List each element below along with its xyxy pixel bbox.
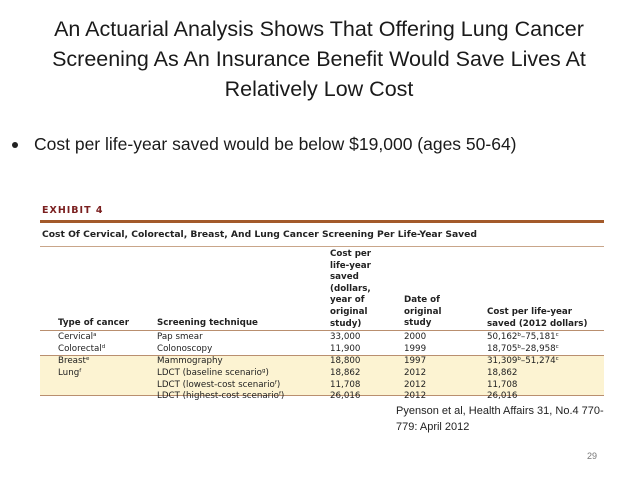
footnote-mark: f: [79, 368, 82, 374]
footnote-mark: b: [517, 356, 521, 362]
cell-cost-2012: 50,162b–75,181c: [487, 332, 559, 342]
header-line: study: [404, 318, 432, 329]
footnote-mark: e: [85, 356, 90, 362]
exhibit-rule: [40, 220, 604, 223]
table-row: Lungf LDCT (baseline scenariog) 18,862 2…: [40, 368, 604, 381]
exhibit-title: Cost Of Cervical, Colorectal, Breast, An…: [42, 229, 477, 240]
header-line: Cost per life-year: [487, 307, 573, 317]
table-row: Breaste Mammography 18,800 1997 31,309b–…: [40, 356, 604, 369]
header-line: original: [404, 306, 442, 317]
cell-date: 1999: [404, 344, 427, 354]
cell-cost: 33,000: [330, 332, 361, 342]
cell-technique: Mammography: [157, 356, 223, 366]
cell-cost: 11,900: [330, 344, 361, 354]
header-cost-2012: Cost per life-year saved (2012 dollars): [487, 307, 587, 330]
table-bottom-rule: [40, 395, 604, 396]
cell-technique: LDCT (baseline scenariog): [157, 368, 269, 378]
slide-title: An Actuarial Analysis Shows That Offerin…: [20, 14, 618, 104]
cell-type: Lungf: [58, 368, 81, 378]
cell-cost: 18,862: [330, 368, 361, 378]
header-line: Date of: [404, 295, 440, 305]
cell-date: 2000: [404, 332, 427, 342]
footnote-mark: b: [517, 332, 521, 338]
footnote-mark: d: [101, 344, 106, 350]
title-line: An Actuarial Analysis Shows That Offerin…: [54, 17, 584, 41]
cell-text: 50,162: [487, 332, 518, 342]
cell-text: LDCT (highest-cost scenario: [157, 391, 279, 401]
footnote-mark: c: [555, 332, 559, 338]
footnote-mark: b: [517, 344, 521, 350]
header-line: original: [330, 306, 368, 317]
cell-cost-2012: 31,309b–51,274c: [487, 356, 559, 366]
header-line: Cost per: [330, 249, 372, 259]
cell-text: 75,181: [525, 332, 556, 342]
cell-text: 18,705: [487, 344, 518, 354]
cell-cost: 11,708: [330, 380, 361, 390]
page-number: 29: [587, 451, 598, 461]
lung-top-rule: [40, 355, 604, 356]
cell-type: Breaste: [58, 356, 89, 366]
cell-cost-2012: 18,705b–28,958c: [487, 344, 559, 354]
cell-text: Lung: [58, 368, 80, 378]
cell-text: 31,309: [487, 356, 518, 366]
cell-type: Cervicala: [58, 332, 96, 342]
header-cost: Cost per life-year saved (dollars, year …: [330, 249, 371, 330]
header-rule: [40, 246, 604, 247]
cell-date: 2012: [404, 368, 427, 378]
cell-date: 2012: [404, 380, 427, 390]
cell-date: 2012: [404, 391, 427, 401]
citation: Pyenson et al, Health Affairs 31, No.4 7…: [396, 405, 604, 433]
cell-text: Breast: [58, 356, 86, 366]
header-line: year of: [330, 295, 365, 306]
cell-technique: Colonoscopy: [157, 344, 213, 354]
table-row: LDCT (lowest-cost scenariof) 11,708 2012…: [40, 380, 604, 393]
header-type: Type of cancer: [58, 318, 129, 328]
exhibit-row-6-layer: LDCT (highest-cost scenariof) 26,016 201…: [40, 201, 604, 401]
cell-text: LDCT (baseline scenario: [157, 368, 262, 378]
cell-text: 51,274: [525, 356, 556, 366]
cell-text: LDCT (lowest-cost scenario: [157, 380, 275, 390]
footnote-mark: g: [261, 368, 266, 374]
cell-text: Cervical: [58, 332, 94, 342]
footnote-mark: f: [278, 391, 281, 397]
table-row: Cervicala Pap smear 33,000 2000 50,162b–…: [40, 332, 604, 345]
cell-text: Colorectal: [58, 344, 102, 354]
cell-date: 1997: [404, 356, 427, 366]
cell-technique: LDCT (highest-cost scenariof): [157, 391, 285, 401]
cell-technique: Pap smear: [157, 332, 203, 342]
header-line: saved: [330, 272, 359, 283]
header-date: Date of original study: [404, 295, 441, 330]
header-line: saved (2012 dollars): [487, 318, 588, 329]
footnote-mark: f: [274, 380, 277, 386]
cell-cost-2012: 11,708: [487, 380, 518, 390]
footnote-mark: c: [555, 344, 559, 350]
exhibit-table-image: EXHIBIT 4 Cost Of Cervical, Colorectal, …: [40, 201, 604, 397]
exhibit-label: EXHIBIT 4: [42, 205, 104, 216]
cell-cost-2012: 26,016: [487, 391, 518, 401]
table-row: Colorectald Colonoscopy 11,900 1999 18,7…: [40, 344, 604, 357]
cell-cost-2012: 18,862: [487, 368, 518, 378]
title-line: Relatively Low Cost: [224, 77, 414, 101]
header-technique: Screening technique: [157, 318, 258, 328]
bullet-dot-icon: [12, 141, 18, 148]
title-line: Screening As An Insurance Benefit Would …: [52, 47, 586, 71]
header-line: (dollars,: [330, 283, 371, 294]
cell-text: 28,958: [525, 344, 556, 354]
header-line: study): [330, 318, 362, 329]
bullet-text: Cost per life-year saved would be below …: [34, 134, 517, 154]
cell-cost: 26,016: [330, 391, 361, 401]
cell-technique: LDCT (lowest-cost scenariof): [157, 380, 281, 390]
lung-row-highlight: [40, 355, 604, 395]
cell-cost: 18,800: [330, 356, 361, 366]
bullet-point: Cost per life-year saved would be below …: [12, 134, 517, 155]
header-line: life-year: [330, 260, 371, 271]
table-row: LDCT (highest-cost scenariof) 26,016 201…: [40, 391, 604, 404]
cell-type: Colorectald: [58, 344, 105, 354]
footnote-mark: a: [93, 332, 97, 338]
footnote-mark: c: [555, 356, 559, 362]
header-bottom-rule: [40, 330, 604, 331]
